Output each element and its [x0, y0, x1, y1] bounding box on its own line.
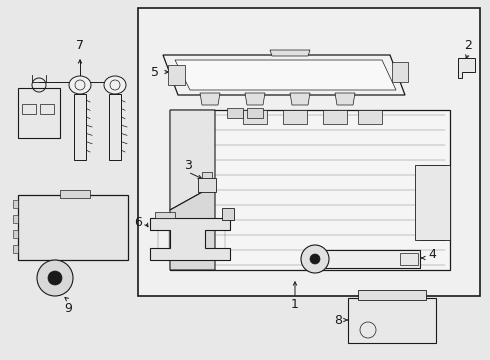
Polygon shape: [170, 110, 215, 210]
Polygon shape: [458, 58, 475, 78]
Bar: [13, 215, 18, 223]
Text: 1: 1: [291, 298, 299, 311]
Text: 6: 6: [134, 216, 142, 229]
Text: 5: 5: [151, 66, 159, 78]
Polygon shape: [170, 110, 450, 270]
Text: 9: 9: [64, 302, 72, 315]
Bar: [305, 250, 420, 268]
Bar: [202, 172, 212, 178]
Polygon shape: [150, 218, 230, 260]
Polygon shape: [335, 93, 355, 105]
Text: 3: 3: [184, 158, 192, 171]
Ellipse shape: [69, 76, 91, 94]
Bar: [13, 245, 18, 253]
Polygon shape: [168, 65, 185, 85]
Circle shape: [310, 254, 320, 264]
Text: 7: 7: [76, 39, 84, 51]
Polygon shape: [18, 88, 60, 138]
Polygon shape: [109, 94, 121, 160]
Circle shape: [48, 271, 62, 285]
Bar: [358, 290, 426, 300]
Text: 8: 8: [334, 314, 342, 327]
Text: 4: 4: [428, 248, 436, 261]
Polygon shape: [245, 93, 265, 105]
Bar: [247, 108, 263, 118]
Polygon shape: [74, 94, 86, 160]
Bar: [13, 230, 18, 238]
Bar: [60, 190, 90, 198]
Polygon shape: [163, 55, 405, 95]
Bar: [243, 110, 267, 124]
Bar: [40, 104, 54, 114]
Text: 2: 2: [464, 39, 472, 51]
Bar: [358, 110, 382, 124]
Bar: [198, 178, 216, 192]
Bar: [227, 108, 243, 118]
Polygon shape: [200, 93, 220, 105]
Bar: [400, 253, 418, 265]
Bar: [348, 298, 436, 343]
Polygon shape: [175, 60, 396, 90]
Polygon shape: [415, 165, 450, 240]
Bar: [323, 110, 347, 124]
Circle shape: [301, 245, 329, 273]
Bar: [22, 104, 36, 114]
Polygon shape: [270, 50, 310, 56]
Bar: [283, 110, 307, 124]
Ellipse shape: [104, 76, 126, 94]
Circle shape: [37, 260, 73, 296]
Polygon shape: [392, 62, 408, 82]
Bar: [13, 200, 18, 208]
Polygon shape: [222, 208, 234, 220]
Polygon shape: [155, 212, 175, 218]
Bar: [18, 195, 128, 260]
Polygon shape: [290, 93, 310, 105]
Bar: [138, 8, 480, 296]
Polygon shape: [170, 185, 215, 270]
